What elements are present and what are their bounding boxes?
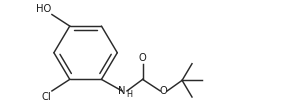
Text: H: H <box>126 90 132 99</box>
Text: O: O <box>139 53 147 63</box>
Text: O: O <box>159 86 167 96</box>
Text: N: N <box>118 86 126 96</box>
Text: HO: HO <box>36 4 51 14</box>
Text: Cl: Cl <box>41 92 51 102</box>
